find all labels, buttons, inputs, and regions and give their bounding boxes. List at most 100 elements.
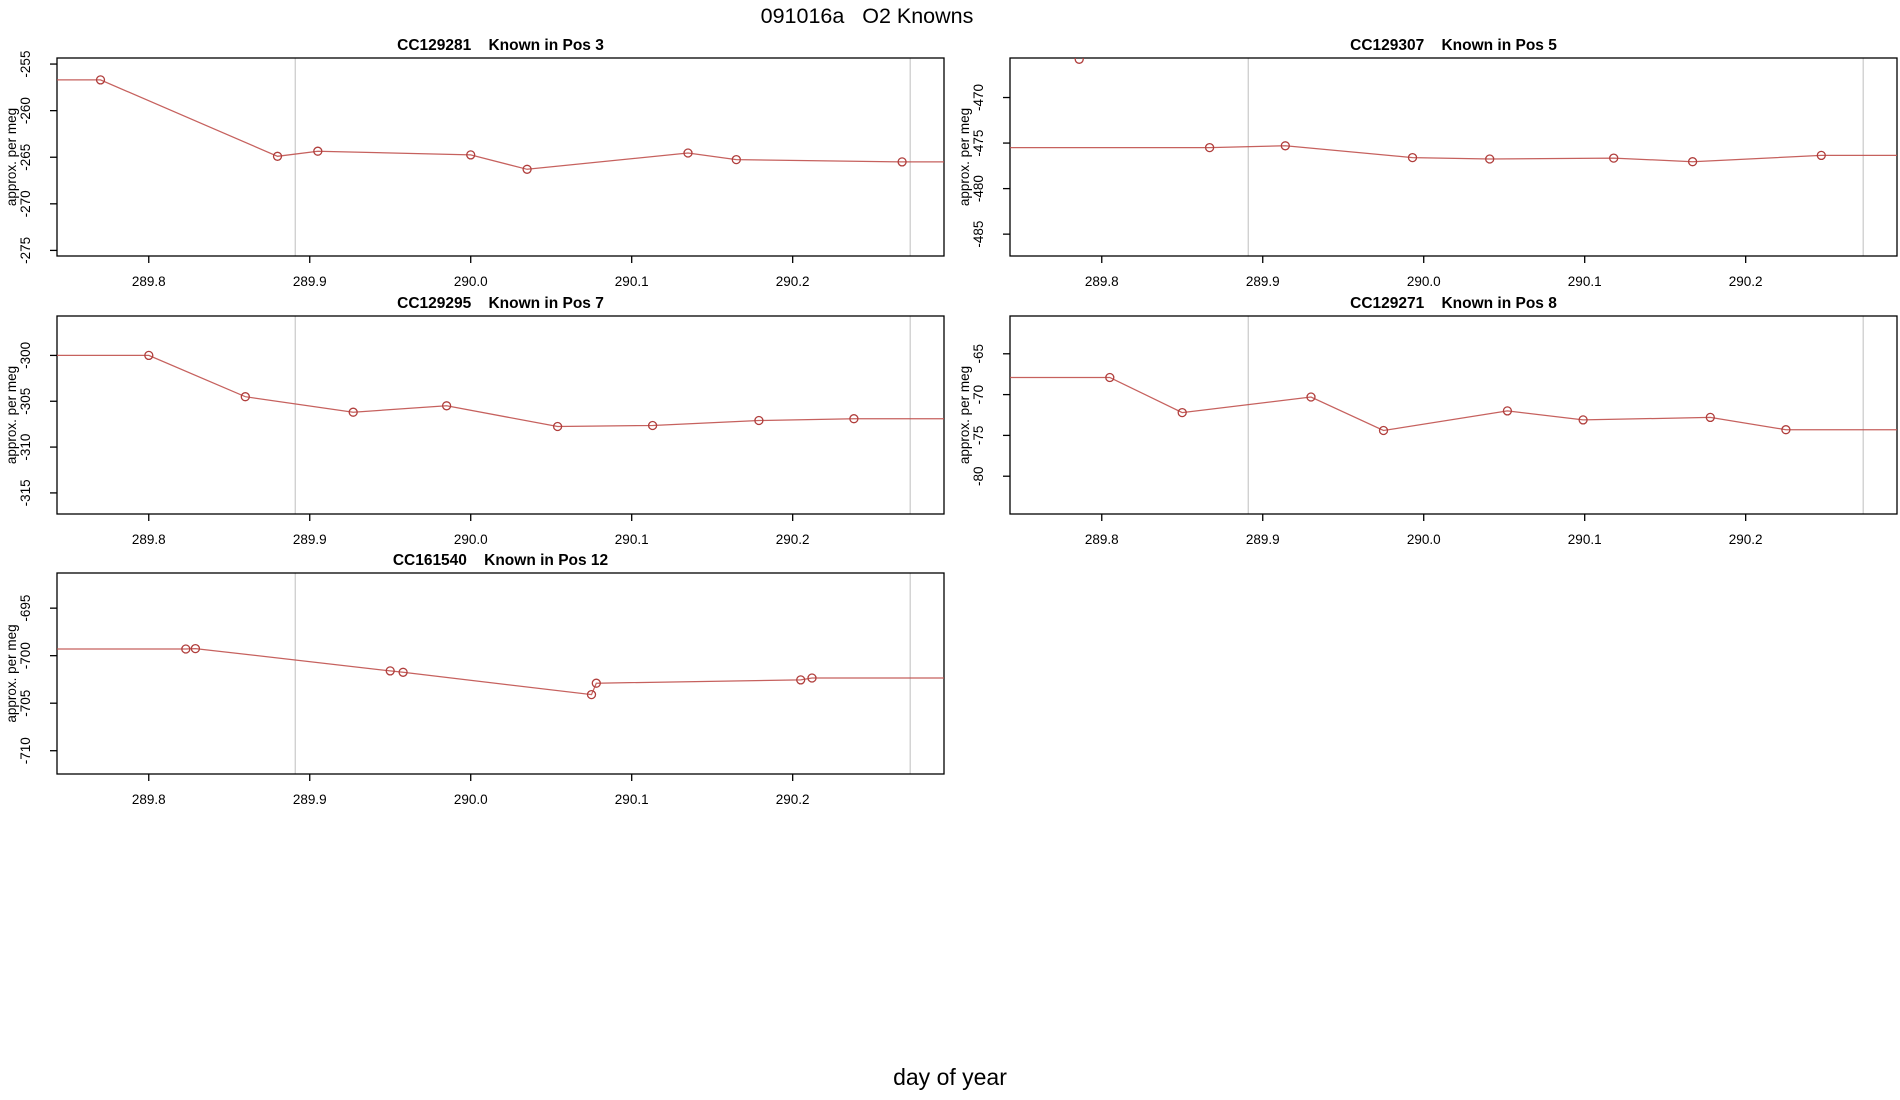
x-axis-title: day of year xyxy=(893,1064,1007,1090)
data-point-marker xyxy=(1485,154,1495,164)
plot-box xyxy=(1009,57,1898,257)
x-axis-tick-label: 290.2 xyxy=(776,792,810,807)
data-point-marker xyxy=(754,415,764,426)
x-axis-tick-label: 290.1 xyxy=(1568,274,1602,289)
y-axis-tick-label: -305 xyxy=(18,388,33,415)
data-point-marker xyxy=(1204,142,1215,153)
x-axis-tick-label: 289.9 xyxy=(293,532,327,547)
x-axis-tick-label: 289.8 xyxy=(132,274,166,289)
x-axis-tick-label: 290.2 xyxy=(776,274,810,289)
data-point-marker xyxy=(240,392,250,402)
data-point-marker xyxy=(591,678,601,688)
data-point-marker xyxy=(731,154,741,165)
panel-CC129307: 289.8 289.9 290.0 290.1 290.2 -470 -475 -480 -48… xyxy=(957,37,1898,289)
data-point-marker xyxy=(897,157,907,167)
data-point-marker xyxy=(313,146,323,156)
y-axis-tick-label: -70 xyxy=(971,385,986,405)
y-axis-label: approx. per meg xyxy=(957,366,972,464)
data-point-marker xyxy=(1378,425,1389,436)
y-axis-tick-label: -65 xyxy=(971,344,986,364)
y-axis-tick-label: -275 xyxy=(18,237,33,264)
plot-box xyxy=(56,315,945,515)
data-point-marker xyxy=(1502,406,1513,416)
data-point-marker xyxy=(552,421,563,432)
data-line xyxy=(1010,376,1897,432)
y-axis-tick-label: -260 xyxy=(18,97,33,124)
data-point-marker xyxy=(796,675,806,685)
data-point-marker xyxy=(1816,150,1826,161)
data-point-marker xyxy=(398,667,408,677)
y-axis-tick-label: -710 xyxy=(18,737,33,764)
x-axis-tick-label: 289.9 xyxy=(293,274,327,289)
y-axis-tick-label: -705 xyxy=(18,690,33,717)
data-point-marker xyxy=(1687,157,1698,167)
plot-box xyxy=(56,57,945,257)
y-axis-tick-label: -265 xyxy=(18,144,33,171)
y-axis-tick-label: -480 xyxy=(971,175,986,202)
y-axis-tick-label: -80 xyxy=(971,466,986,486)
data-point-marker xyxy=(1578,415,1588,425)
data-point-marker xyxy=(1407,152,1418,163)
panel-title: CC161540 Known in Pos 12 xyxy=(393,552,608,569)
y-axis-tick-label: -700 xyxy=(18,642,33,669)
panel-title: CC129271 Known in Pos 8 xyxy=(1350,295,1557,312)
y-axis-tick-label: -270 xyxy=(18,190,33,217)
data-line xyxy=(57,79,944,170)
x-axis-tick-label: 290.1 xyxy=(615,532,649,547)
data-point-marker xyxy=(466,150,476,160)
x-axis-tick-label: 290.0 xyxy=(454,274,488,289)
y-axis-tick-label: -470 xyxy=(971,84,986,111)
x-axis-tick-label: 290.1 xyxy=(615,792,649,807)
y-axis-label: approx. per meg xyxy=(4,366,19,464)
y-axis-tick-label: -300 xyxy=(18,342,33,369)
panel-CC161540: 289.8 289.9 290.0 290.1 290.2 -695 -700 -705 -71… xyxy=(4,552,945,807)
data-point-marker xyxy=(522,164,532,174)
x-axis-tick-label: 289.8 xyxy=(1085,532,1119,547)
y-axis-label: approx. per meg xyxy=(957,108,972,206)
data-point-marker xyxy=(807,673,817,683)
plot-box xyxy=(56,572,945,775)
panel-CC129295: 289.8 289.9 290.0 290.1 290.2 -300 -305 -310 -31… xyxy=(4,295,945,547)
x-axis-tick-label: 290.0 xyxy=(454,532,488,547)
data-point-marker xyxy=(1705,412,1715,423)
y-axis-tick-label: -75 xyxy=(971,426,986,446)
data-point-marker xyxy=(190,643,201,654)
x-axis-tick-label: 289.8 xyxy=(132,792,166,807)
x-axis-tick-label: 290.2 xyxy=(1729,532,1763,547)
x-axis-tick-label: 289.8 xyxy=(132,532,166,547)
x-axis-tick-label: 290.2 xyxy=(1729,274,1763,289)
main-title: 091016a O2 Knowns xyxy=(760,4,974,28)
x-axis-tick-label: 289.9 xyxy=(1246,274,1280,289)
y-axis-tick-label: -310 xyxy=(18,434,33,461)
y-axis-tick-label: -315 xyxy=(18,479,33,506)
data-point-marker xyxy=(95,75,106,85)
x-axis-tick-label: 290.0 xyxy=(1407,274,1441,289)
y-axis-tick-label: -485 xyxy=(971,221,986,248)
data-point-marker xyxy=(1280,141,1290,151)
data-point-marker xyxy=(849,414,859,424)
data-point-marker xyxy=(1609,153,1619,163)
data-point-marker xyxy=(1306,392,1316,402)
y-axis-label: approx. per meg xyxy=(4,108,19,206)
x-axis-tick-label: 290.1 xyxy=(1568,532,1602,547)
data-point-marker xyxy=(1105,372,1115,383)
y-axis-tick-label: -475 xyxy=(971,130,986,157)
data-point-marker xyxy=(441,401,452,411)
x-axis-tick-label: 289.9 xyxy=(293,792,327,807)
x-axis-tick-label: 289.9 xyxy=(1246,532,1280,547)
outlier-point-marker xyxy=(1074,58,1084,64)
data-point-marker xyxy=(385,666,395,676)
panel-CC129271: 289.8 289.9 290.0 290.1 290.2 -65 -70 -75 -80 app… xyxy=(957,295,1898,547)
panel-title: CC129281 Known in Pos 3 xyxy=(397,37,604,54)
data-point-marker xyxy=(348,407,358,417)
data-point-marker xyxy=(272,151,283,161)
y-axis-tick-label: -255 xyxy=(18,51,33,78)
x-axis-tick-label: 289.8 xyxy=(1085,274,1119,289)
data-line xyxy=(1010,145,1897,163)
data-point-marker xyxy=(181,644,191,654)
data-line xyxy=(57,354,944,428)
data-point-marker xyxy=(647,420,658,431)
x-axis-tick-label: 290.1 xyxy=(615,274,649,289)
